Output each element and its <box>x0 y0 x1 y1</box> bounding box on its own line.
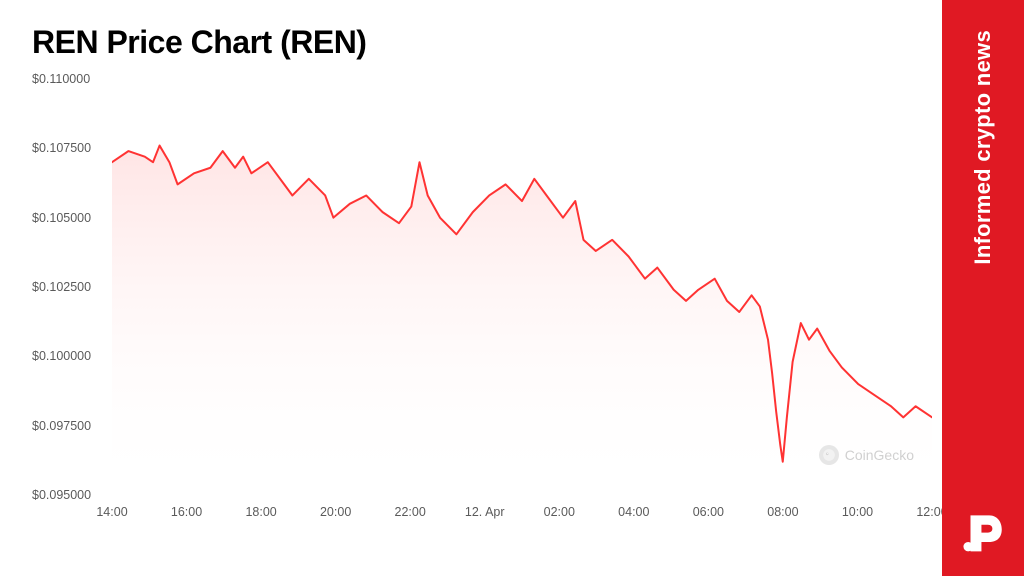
chart-panel: REN Price Chart (REN) $0.110000 $0.107500… <box>0 0 942 576</box>
x-tick-label: 06:00 <box>693 505 724 519</box>
y-tick-label: $0.100000 <box>32 349 91 363</box>
x-tick-label: 08:00 <box>767 505 798 519</box>
x-tick-label: 10:00 <box>842 505 873 519</box>
chart-svg <box>112 79 932 495</box>
y-tick-label: $0.110000 <box>32 72 90 86</box>
x-tick-label: 18:00 <box>245 505 276 519</box>
y-axis-labels: $0.110000$0.107500$0.105000$0.102500$0.1… <box>32 79 106 519</box>
page-root: REN Price Chart (REN) $0.110000 $0.107500… <box>0 0 1024 576</box>
plot-wrap: $0.110000$0.107500$0.105000$0.102500$0.1… <box>32 79 932 519</box>
x-tick-label: 02:00 <box>544 505 575 519</box>
x-tick-label: 20:00 <box>320 505 351 519</box>
sidebar-tagline: Informed crypto news <box>970 30 996 265</box>
y-tick-label: $0.095000 <box>32 488 91 502</box>
x-tick-label: 12. Apr <box>465 505 505 519</box>
y-tick-label: $0.102500 <box>32 280 91 294</box>
y-tick-label: $0.107500 <box>32 141 91 155</box>
chart-plot: CoinGecko <box>112 79 932 495</box>
gecko-icon <box>819 445 839 465</box>
y-tick-label: $0.097500 <box>32 419 91 433</box>
watermark-text: CoinGecko <box>845 447 914 463</box>
brand-logo-icon <box>958 506 1008 556</box>
watermark: CoinGecko <box>819 445 914 465</box>
area-fill <box>112 146 932 495</box>
x-tick-label: 22:00 <box>395 505 426 519</box>
x-axis-labels: 14:0016:0018:0020:0022:0012. Apr02:0004:… <box>112 501 932 519</box>
x-tick-label: 04:00 <box>618 505 649 519</box>
chart-title: REN Price Chart (REN) <box>32 24 942 61</box>
x-tick-label: 16:00 <box>171 505 202 519</box>
y-tick-label: $0.105000 <box>32 211 91 225</box>
x-tick-label: 14:00 <box>96 505 127 519</box>
brand-sidebar: Informed crypto news <box>942 0 1024 576</box>
